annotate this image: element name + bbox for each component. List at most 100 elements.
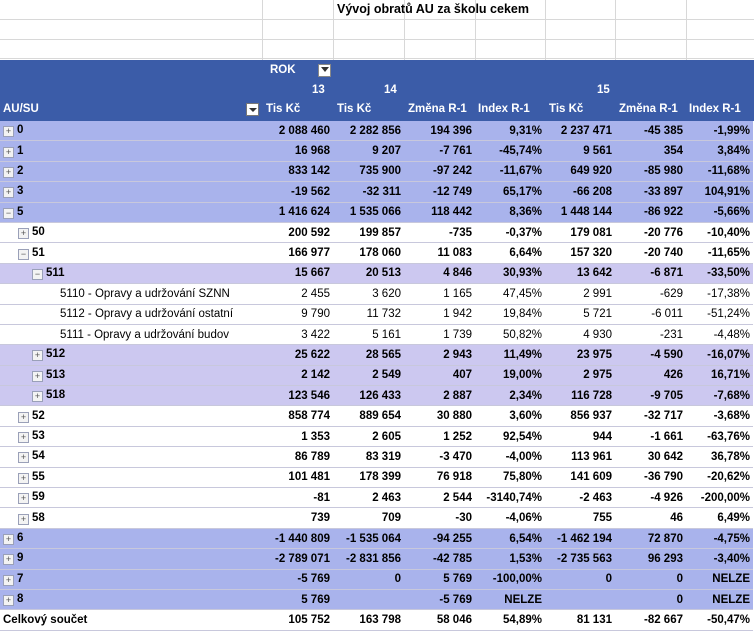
expand-icon[interactable]: +	[3, 574, 14, 586]
value-cell[interactable]: 200 592	[262, 222, 333, 244]
value-cell[interactable]: 6,64%	[475, 242, 545, 264]
value-cell[interactable]: 30,93%	[475, 263, 545, 285]
value-cell[interactable]: -231	[615, 324, 686, 346]
value-cell[interactable]: -4,75%	[686, 528, 753, 550]
value-cell[interactable]: -5 769	[404, 589, 475, 611]
value-cell[interactable]: 1 416 624	[262, 202, 333, 223]
value-cell[interactable]: -2 463	[545, 487, 615, 509]
value-cell[interactable]: 3 620	[333, 283, 404, 305]
value-cell[interactable]: 166 977	[262, 242, 333, 264]
value-cell[interactable]: 179 081	[545, 222, 615, 244]
table-row[interactable]: 5111 - Opravy a udržování budov 3 422 5 16…	[0, 324, 753, 346]
value-cell[interactable]: 1 535 066	[333, 202, 404, 223]
value-cell[interactable]: 20 513	[333, 263, 404, 285]
value-cell[interactable]	[333, 589, 404, 611]
value-cell[interactable]: -735	[404, 222, 475, 244]
row-label-cell[interactable]: +2	[0, 161, 262, 183]
value-cell[interactable]: 92,54%	[475, 426, 545, 448]
value-cell[interactable]: 2 237 471	[545, 121, 615, 142]
value-cell[interactable]: 2 605	[333, 426, 404, 448]
value-cell[interactable]: -1 440 809	[262, 528, 333, 550]
value-cell[interactable]: 28 565	[333, 344, 404, 366]
row-label-cell[interactable]: +3	[0, 181, 262, 203]
value-cell[interactable]: 199 857	[333, 222, 404, 244]
expand-icon[interactable]: +	[18, 432, 29, 444]
value-cell[interactable]: 118 442	[404, 202, 475, 223]
value-cell[interactable]: -1 462 194	[545, 528, 615, 550]
table-row[interactable]: 5112 - Opravy a udržování ostatní 9 790 11…	[0, 304, 753, 325]
value-cell[interactable]: 2 991	[545, 283, 615, 305]
expand-icon[interactable]: +	[3, 534, 14, 545]
value-cell[interactable]: -5,66%	[686, 202, 753, 223]
value-cell[interactable]: 1 353	[262, 426, 333, 448]
table-row[interactable]: +59 -81 2 463 2 544 -3140,74% -2 463 -4 926 -20…	[0, 487, 753, 509]
grand-total-cell[interactable]: 58 046	[404, 609, 475, 631]
value-cell[interactable]: -33 897	[615, 181, 686, 203]
value-cell[interactable]: 96 293	[615, 548, 686, 570]
value-cell[interactable]: 2 455	[262, 283, 333, 305]
table-row[interactable]: −511 15 667 20 513 4 846 30,93% 13 642 -6 871-…	[0, 263, 753, 285]
table-row[interactable]: +55 101 481 178 399 76 918 75,80% 141 609 -36 …	[0, 467, 753, 489]
row-label-cell[interactable]: +512	[0, 344, 262, 366]
value-cell[interactable]: 194 396	[404, 121, 475, 142]
value-cell[interactable]: 30 642	[615, 446, 686, 468]
value-cell[interactable]: -3 470	[404, 446, 475, 468]
value-cell[interactable]: -4,00%	[475, 446, 545, 468]
value-cell[interactable]: 426	[615, 365, 686, 387]
table-row[interactable]: +7 -5 769 0 5 769 -100,00% 0 0 NELZE	[0, 569, 753, 590]
value-cell[interactable]: 30 880	[404, 405, 475, 427]
row-label-cell[interactable]: +513	[0, 365, 262, 387]
value-cell[interactable]: -4,06%	[475, 507, 545, 529]
row-label-cell[interactable]: +7	[0, 569, 262, 590]
value-cell[interactable]: -32 311	[333, 181, 404, 203]
value-cell[interactable]: 19,00%	[475, 365, 545, 387]
expand-icon[interactable]: +	[3, 126, 14, 138]
value-cell[interactable]: 0	[333, 569, 404, 590]
value-cell[interactable]	[545, 589, 615, 611]
value-cell[interactable]: 2 088 460	[262, 121, 333, 142]
value-cell[interactable]: -19 562	[262, 181, 333, 203]
value-cell[interactable]: -94 255	[404, 528, 475, 550]
table-row[interactable]: +58 739 709 -30 -4,06% 755 46 6,49%	[0, 507, 753, 529]
value-cell[interactable]: 11 083	[404, 242, 475, 264]
row-label-cell[interactable]: 5110 - Opravy a udržování SZNN	[0, 283, 262, 305]
grand-total-cell[interactable]: 163 798	[333, 609, 404, 631]
value-cell[interactable]: -5 769	[262, 569, 333, 590]
expand-icon[interactable]: +	[18, 228, 29, 240]
value-cell[interactable]: 46	[615, 507, 686, 529]
value-cell[interactable]: -17,38%	[686, 283, 753, 305]
value-cell[interactable]: -20,62%	[686, 467, 753, 489]
value-cell[interactable]: 2,34%	[475, 385, 545, 407]
value-cell[interactable]: -7,68%	[686, 385, 753, 407]
value-cell[interactable]: -7 761	[404, 140, 475, 162]
value-cell[interactable]: -4 926	[615, 487, 686, 509]
value-cell[interactable]: 2 549	[333, 365, 404, 387]
table-row[interactable]: +3 -19 562 -32 311 -12 749 65,17% -66 208 -33 …	[0, 181, 753, 203]
value-cell[interactable]: -85 980	[615, 161, 686, 183]
row-label-cell[interactable]: +59	[0, 487, 262, 509]
row-label-cell[interactable]: 5112 - Opravy a udržování ostatní	[0, 304, 262, 325]
value-cell[interactable]: -86 922	[615, 202, 686, 223]
value-cell[interactable]: -3140,74%	[475, 487, 545, 509]
value-cell[interactable]: 944	[545, 426, 615, 448]
value-cell[interactable]: -63,76%	[686, 426, 753, 448]
value-cell[interactable]: -1 661	[615, 426, 686, 448]
row-label-cell[interactable]: 5111 - Opravy a udržování budov	[0, 324, 262, 346]
value-cell[interactable]: 5 769	[262, 589, 333, 611]
value-cell[interactable]: 83 319	[333, 446, 404, 468]
expand-icon[interactable]: +	[18, 452, 29, 464]
value-cell[interactable]: 13 642	[545, 263, 615, 285]
value-cell[interactable]: 755	[545, 507, 615, 529]
value-cell[interactable]: NELZE	[686, 589, 753, 611]
grand-total-label[interactable]: Celkový součet	[0, 609, 262, 631]
value-cell[interactable]: 104,91%	[686, 181, 753, 203]
value-cell[interactable]: -2 789 071	[262, 548, 333, 570]
value-cell[interactable]: 3,84%	[686, 140, 753, 162]
value-cell[interactable]: 47,45%	[475, 283, 545, 305]
value-cell[interactable]: -200,00%	[686, 487, 753, 509]
value-cell[interactable]: 11,49%	[475, 344, 545, 366]
expand-icon[interactable]: +	[3, 146, 14, 158]
value-cell[interactable]: -97 242	[404, 161, 475, 183]
value-cell[interactable]: -2 831 856	[333, 548, 404, 570]
value-cell[interactable]: -2 735 563	[545, 548, 615, 570]
